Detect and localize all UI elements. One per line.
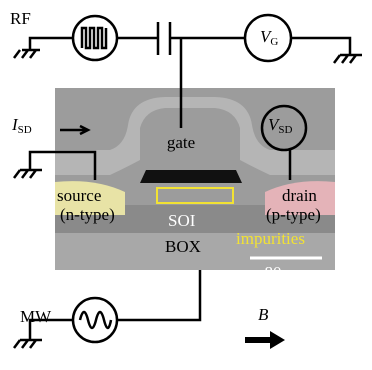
- field-label: B: [258, 305, 269, 324]
- vg-label: VG: [260, 27, 278, 48]
- isd-sub: SD: [18, 124, 32, 136]
- vg-sub: G: [270, 36, 278, 48]
- diagram: RF VG ISD VSD gate source (n-type) drain…: [0, 0, 372, 370]
- scale-label: 80 nm: [265, 263, 308, 282]
- mw-label: MW: [20, 307, 52, 326]
- box-label: BOX: [165, 237, 201, 256]
- source-type: (n-type): [60, 205, 115, 224]
- soi-label: SOI: [168, 211, 196, 230]
- rf-label: RF: [10, 9, 31, 28]
- source-label: source: [57, 186, 101, 205]
- gate-label: gate: [167, 133, 195, 152]
- impurities-label: impurities: [236, 229, 305, 248]
- drain-type: (p-type): [266, 205, 321, 224]
- vsd-sub: SD: [278, 124, 292, 136]
- isd-label: ISD: [11, 115, 32, 136]
- drain-label: drain: [282, 186, 317, 205]
